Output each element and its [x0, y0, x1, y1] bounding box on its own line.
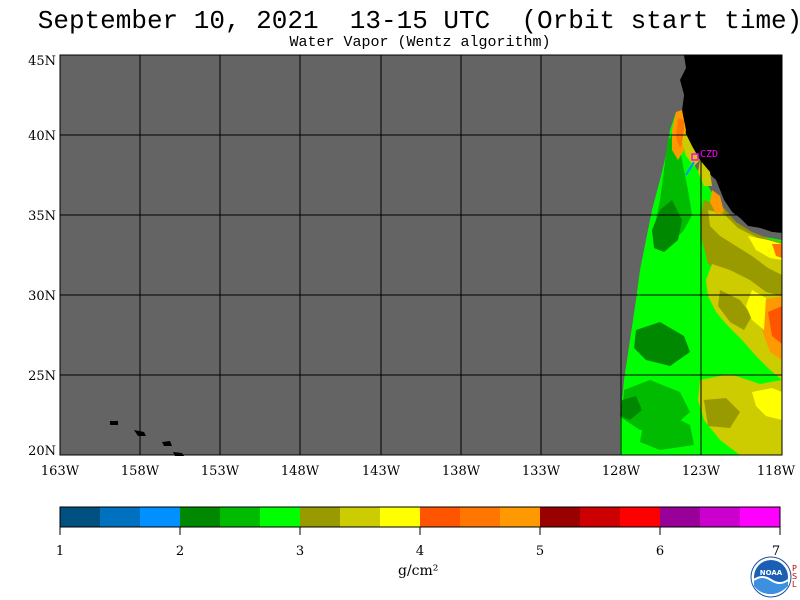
lat-label-35n: 35N — [28, 209, 56, 224]
colorbar-swatch — [660, 507, 701, 527]
land-area — [680, 55, 782, 233]
lon-label-128w: 128W — [602, 464, 641, 479]
colorbar-swatch — [300, 507, 341, 527]
colorbar-tick-6: 6 — [656, 544, 664, 559]
lon-label-118w: 118W — [757, 464, 796, 479]
hawaii-islands — [110, 421, 184, 456]
colorbar-swatch — [740, 507, 781, 527]
colorbar-swatch — [60, 507, 101, 527]
colorbar-swatch — [260, 507, 301, 527]
lon-label-163w: 163W — [41, 464, 80, 479]
lon-label-158w: 158W — [121, 464, 160, 479]
lat-labels: 45N 40N 35N 30N 25N 20N — [28, 54, 56, 459]
colorbar-swatch — [580, 507, 621, 527]
lon-labels: 163W 158W 153W 148W 143W 138W 133W 128W … — [41, 464, 796, 479]
colorbar-swatch — [420, 507, 461, 527]
colorbar — [59, 506, 781, 535]
psl-letter-p: P — [792, 564, 797, 573]
colorbar-swatch — [220, 507, 261, 527]
colorbar-swatch — [180, 507, 221, 527]
colorbar-swatch — [140, 507, 181, 527]
colorbar-tick-7: 7 — [772, 544, 780, 559]
colorbar-tick-1: 1 — [56, 544, 64, 559]
colorbar-swatch — [700, 507, 741, 527]
lat-label-45n: 45N — [28, 54, 56, 69]
lat-label-40n: 40N — [28, 129, 56, 144]
colorbar-tick-5: 5 — [536, 544, 544, 559]
lon-label-148w: 148W — [281, 464, 320, 479]
psl-mark: P S L — [792, 565, 800, 589]
lon-label-133w: 133W — [522, 464, 561, 479]
lon-label-153w: 153W — [201, 464, 240, 479]
station-label: CZD — [700, 149, 718, 160]
colorbar-ticks: 1 2 3 4 5 6 7 — [56, 544, 780, 559]
map-frame — [59, 54, 783, 456]
page-subtitle: Water Vapor (Wentz algorithm) — [289, 34, 551, 51]
noaa-logo-text: NOAA — [760, 569, 783, 577]
lon-label-123w: 123W — [682, 464, 721, 479]
colorbar-swatch — [500, 507, 541, 527]
colorbar-tick-4: 4 — [416, 544, 424, 559]
lat-label-25n: 25N — [28, 369, 56, 384]
colorbar-swatch — [620, 507, 661, 527]
water-vapor-swath — [620, 110, 782, 455]
psl-letter-s: S — [792, 572, 798, 581]
colorbar-swatch — [340, 507, 381, 527]
colorbar-swatch — [540, 507, 581, 527]
station-marker-czd: CZD — [685, 149, 718, 176]
colorbar-swatch — [380, 507, 421, 527]
lat-label-20n: 20N — [28, 444, 56, 459]
noaa-logo: NOAA — [750, 556, 792, 598]
colorbar-tick-2: 2 — [176, 544, 184, 559]
page-title: September 10, 2021 13-15 UTC (Orbit star… — [37, 6, 800, 36]
map-grid — [60, 55, 782, 455]
lon-label-138w: 138W — [442, 464, 481, 479]
lon-label-143w: 143W — [362, 464, 401, 479]
colorbar-swatch — [460, 507, 501, 527]
colorbar-swatch — [100, 507, 141, 527]
lat-label-30n: 30N — [28, 289, 56, 304]
psl-letter-l: L — [792, 580, 797, 589]
colorbar-tick-3: 3 — [296, 544, 304, 559]
colorbar-units: g/cm² — [398, 563, 439, 579]
